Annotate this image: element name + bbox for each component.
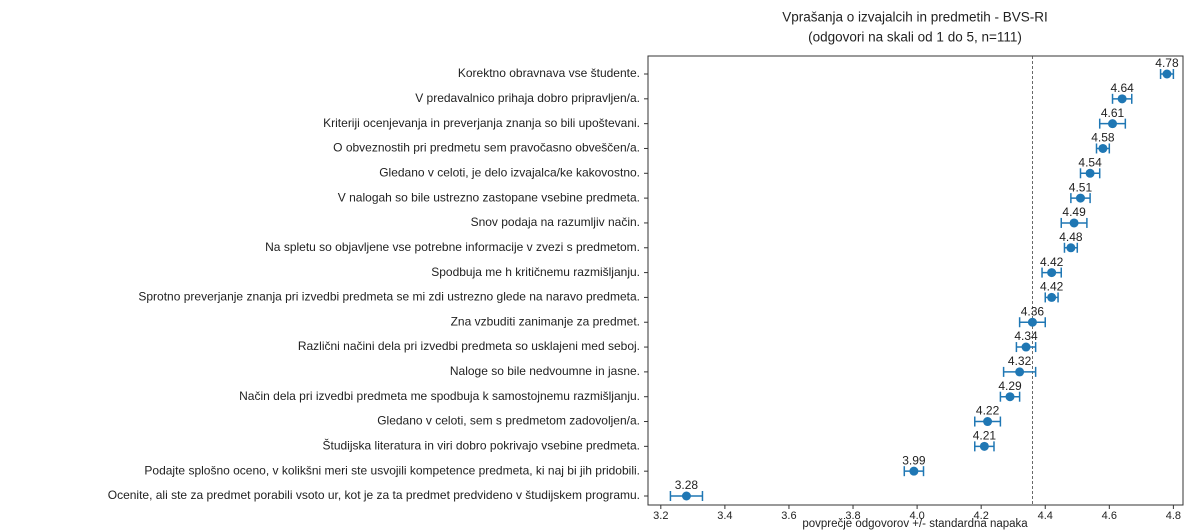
dot [1108,119,1118,129]
dot [1015,367,1025,377]
dot [1021,342,1031,352]
x-axis-label: povprečje odgovorov +/- standardna napak… [802,518,1028,530]
y-tick-label: Sprotno preverjanje znanja pri izvedbi p… [138,290,640,304]
x-tick-label: 3.2 [653,510,668,522]
y-tick-label: Na spletu so objavljene vse potrebne inf… [265,240,640,254]
y-tick-label: Gledano v celoti, je delo izvajalca/ke k… [379,165,640,179]
data-label: 4.36 [1021,304,1045,318]
y-tick-label: Ocenite, ali ste za predmet porabili vso… [108,488,640,502]
y-tick-label: Naloge so bile nedvoumne in jasne. [450,364,640,378]
y-tick-label: Snov podaja na razumljiv način. [471,215,640,229]
y-tick-label: Različni načini dela pri izvedbi predmet… [298,339,640,353]
dot [909,466,919,476]
y-tick-label: Gledano v celoti, sem s predmetom zadovo… [377,414,640,428]
x-tick-label: 3.8 [845,510,860,522]
dot [1162,69,1172,79]
y-tick-label: Zna vzbuditi zanimanje za predmet. [451,314,640,328]
data-label: 4.34 [1014,329,1038,343]
y-tick-label: O obveznostih pri predmetu sem pravočasn… [333,141,640,155]
x-tick-label: 3.4 [717,510,732,522]
dot [681,491,691,501]
data-label: 4.49 [1062,205,1086,219]
y-tick-label: Korektno obravnava vse študente. [458,66,640,80]
x-tick-label: 4.6 [1102,510,1117,522]
x-tick-label: 3.6 [781,510,796,522]
data-label: 4.64 [1110,81,1134,95]
dot [1117,94,1127,104]
x-tick-label: 4.8 [1166,510,1181,522]
data-label: 4.42 [1040,280,1064,294]
plot-frame [647,55,1184,506]
data-label: 4.22 [976,404,1000,418]
data-label: 4.32 [1008,354,1032,368]
dot [1047,292,1057,302]
data-label: 3.28 [675,478,699,492]
dot [1005,392,1015,402]
x-tick-label: 4.4 [1038,510,1053,522]
data-label: 4.58 [1091,131,1115,145]
data-label: 4.54 [1078,155,1102,169]
dot [1098,143,1108,153]
chart-title: Vprašanja o izvajalcih in predmetih - BV… [782,10,1048,25]
dot [1075,193,1085,203]
x-tick-label: 4.0 [909,510,924,522]
chart-subtitle: (odgovori na skali od 1 do 5, n=111) [808,30,1022,45]
dot [1085,168,1095,178]
data-label: 4.48 [1059,230,1083,244]
data-label: 4.51 [1069,180,1093,194]
data-label: 4.78 [1155,56,1179,70]
dot [979,441,989,451]
dot [1027,317,1037,327]
y-tick-label: V predavalnico prihaja dobro pripravljen… [415,91,640,105]
y-tick-label: Spodbuja me h kritičnemu razmišljanju. [431,265,640,279]
dot [983,417,993,427]
data-label: 4.21 [973,429,997,443]
dot [1066,243,1076,253]
y-tick-label: Kriteriji ocenjevanja in preverjanja zna… [323,116,640,130]
data-label: 3.99 [902,453,926,467]
dot [1069,218,1079,228]
y-tick-label: V nalogah so bile ustrezno zastopane vse… [338,190,640,204]
data-label: 4.61 [1101,106,1125,120]
y-tick-label: Študijska literatura in viri dobro pokri… [323,438,641,453]
data-label: 4.42 [1040,255,1064,269]
data-label: 4.29 [998,379,1022,393]
y-tick-label: Način dela pri izvedbi predmeta me spodb… [239,389,640,403]
x-tick-label: 4.2 [974,510,989,522]
dot [1047,268,1057,278]
y-tick-label: Podajte splošno oceno, v kolikšni meri s… [144,463,640,477]
